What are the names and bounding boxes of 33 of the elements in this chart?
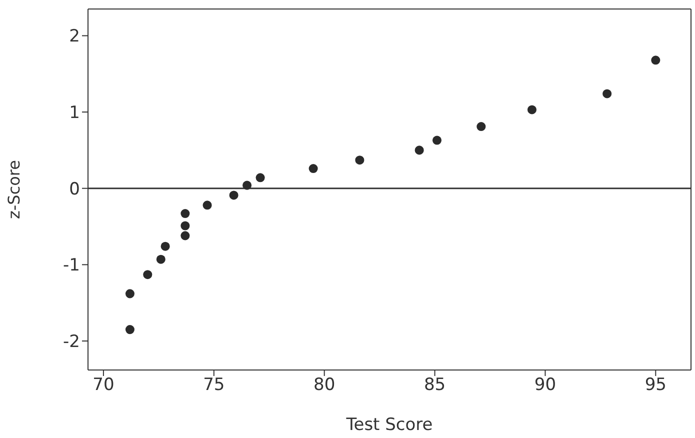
y-axis-title: z-Score (4, 160, 24, 219)
point (180, 221, 190, 230)
x-tick-label: 85 (424, 375, 446, 396)
point (156, 254, 166, 264)
point (229, 190, 238, 200)
x-tick-label: 70 (92, 375, 114, 396)
y-tick-label: 1 (69, 103, 80, 124)
point (432, 136, 442, 145)
x-tick-label: 80 (314, 375, 336, 396)
point (202, 200, 212, 210)
point (414, 146, 424, 155)
point (527, 105, 536, 114)
y-tick-label: 2 (69, 26, 80, 47)
x-axis-title: Test Score (345, 415, 433, 435)
point (242, 180, 252, 190)
x-tick-label: 95 (644, 375, 666, 396)
point (160, 242, 170, 251)
point (476, 122, 486, 132)
point (125, 325, 134, 334)
x-tick-label: 90 (534, 375, 556, 396)
y-tick-label: 0 (69, 179, 80, 200)
point (651, 56, 660, 65)
point (602, 89, 612, 98)
y-tick-label: -1 (63, 256, 80, 276)
point (256, 173, 265, 182)
point (143, 270, 152, 280)
y-tick-label: -2 (63, 332, 80, 352)
point (355, 156, 364, 165)
point (180, 209, 190, 218)
point (125, 289, 134, 298)
point (308, 164, 318, 174)
point (180, 231, 190, 240)
x-tick-label: 75 (203, 375, 225, 396)
